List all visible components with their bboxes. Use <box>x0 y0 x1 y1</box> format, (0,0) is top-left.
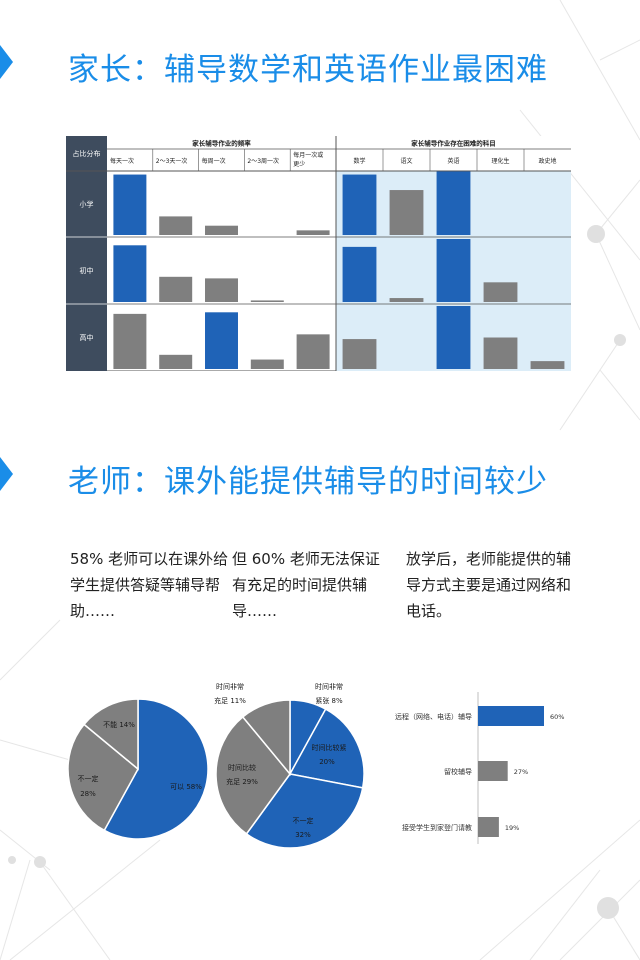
bar-初中-每天一次 <box>113 245 147 302</box>
bar-初中-语文 <box>389 298 424 302</box>
pie-slice-不一定 <box>67 723 139 832</box>
category-label: 2～3天一次 <box>156 157 188 165</box>
pie-label-pct-时间非常充足: 充足 11% <box>214 696 246 705</box>
frequency-panel-title: 家长辅导作业的频率 <box>192 139 251 148</box>
pie-label-时间比较充足: 时间比较 <box>228 763 256 772</box>
category-label: 理化生 <box>491 157 509 165</box>
pie-label-pct-时间比较充足: 充足 29% <box>226 777 258 786</box>
hbar-远程（网络、电话）辅导 <box>478 706 544 726</box>
category-label: 2～3周一次 <box>247 157 279 165</box>
tutoring-method-bar-chart: 远程（网络、电话）辅导 60% 留校辅导 27% 接受学生到家登门请教 19% <box>395 692 564 844</box>
pie-label-时间非常紧张: 时间非常 <box>315 682 343 691</box>
bar-高中-政史地 <box>530 361 565 369</box>
hbar-接受学生到家登门请教 <box>478 817 499 837</box>
category-label: 政史地 <box>538 157 556 165</box>
note-remote-tutoring: 放学后，老师能提供的辅导方式主要是通过网络和电话。 <box>406 550 572 620</box>
hbar-label-接受学生到家登门请教: 接受学生到家登门请教 <box>402 823 472 832</box>
bar-高中-2～3周一次 <box>250 359 284 369</box>
hbar-label-远程（网络、电话）辅导: 远程（网络、电话）辅导 <box>395 712 472 721</box>
category-label: 每月一次或 <box>293 151 323 159</box>
bar-高中-2～3天一次 <box>159 354 193 369</box>
pie-label-不一定: 不一定 <box>78 774 99 783</box>
row-label: 初中 <box>80 266 94 275</box>
row-label: 小学 <box>80 200 94 209</box>
pie-slice-时间比较充足 <box>215 715 291 835</box>
pie-label-时间比较紧: 时间比较紧 <box>312 743 347 752</box>
row-label: 高中 <box>80 333 94 342</box>
bar-小学-英语 <box>436 171 471 235</box>
hbar-label-留校辅导: 留校辅导 <box>444 767 472 776</box>
bar-高中-每天一次 <box>113 313 147 369</box>
pie-slice-时间比较紧 <box>288 708 365 789</box>
subject-panel-title: 家长辅导作业存在困难的科目 <box>411 139 496 148</box>
bar-小学-语文 <box>389 190 424 235</box>
pie-slice-可以 <box>103 698 209 840</box>
bar-初中-2～3天一次 <box>159 276 193 302</box>
pie-label-时间非常充足: 时间非常 <box>216 682 244 691</box>
pie-can-teachers-help: 可以 58% 不一定 28% 不能 14% <box>67 698 209 840</box>
pie-label-可以: 可以 58% <box>170 783 202 791</box>
note-teachers-can-help: 58% 老师可以在课外给学生提供答疑等辅导帮助…… <box>70 550 229 620</box>
subject-header-band <box>336 136 571 149</box>
bar-小学-2～3天一次 <box>159 216 193 235</box>
pie-label-pct-时间比较紧: 20% <box>319 758 335 766</box>
section2-arrow-icon <box>0 457 13 491</box>
pie-label-不一定: 不一定 <box>293 816 314 825</box>
section1-arrow-icon <box>0 45 13 79</box>
pie-slice-时间非常充足 <box>241 699 291 777</box>
pie-label-pct-不一定: 28% <box>80 790 96 798</box>
pie-label-不能: 不能 14% <box>103 720 135 729</box>
section2-title: 老师：课外能提供辅导的时间较少 <box>68 464 548 500</box>
row-header-column <box>66 136 107 371</box>
bar-高中-数学 <box>342 339 377 369</box>
bar-初中-理化生 <box>483 282 518 302</box>
bar-高中-理化生 <box>483 337 518 369</box>
frequency-header-band <box>107 136 336 149</box>
hbar-留校辅导 <box>478 761 508 781</box>
section1-title: 家长：辅导数学和英语作业最困难 <box>68 52 548 88</box>
bar-高中-英语 <box>436 306 471 369</box>
bar-小学-每月一次或更少 <box>296 230 330 235</box>
corner-label: 占比分布 <box>73 149 101 158</box>
hbar-value-接受学生到家登门请教: 19% <box>505 824 519 832</box>
bar-初中-数学 <box>342 246 377 302</box>
category-label: 每周一次 <box>202 157 226 165</box>
bar-初中-每周一次 <box>205 278 238 302</box>
pie-slice-不一定 <box>245 773 364 848</box>
category-label: 每天一次 <box>110 157 134 165</box>
category-label: 更少 <box>293 161 305 168</box>
parent-homework-chart: 占比分布 家长辅导作业的频率 家长辅导作业存在困难的科目 每天一次 2～3天一次 每… <box>66 136 571 371</box>
subject-category-band <box>336 149 571 171</box>
category-label: 英语 <box>447 157 459 165</box>
note-teachers-lack-time: 但 60% 老师无法保证有充足的时间提供辅导…… <box>232 550 380 620</box>
bar-小学-每周一次 <box>205 225 238 235</box>
bar-高中-每月一次或更少 <box>296 334 330 369</box>
bar-小学-每天一次 <box>113 174 147 235</box>
bar-初中-2～3周一次 <box>250 300 284 302</box>
category-label: 数学 <box>353 157 365 165</box>
bar-小学-数学 <box>342 174 377 235</box>
bar-高中-每周一次 <box>205 312 238 369</box>
hbar-value-远程（网络、电话）辅导: 60% <box>550 713 564 721</box>
pie-label-pct-不一定: 32% <box>295 831 311 839</box>
hbar-value-留校辅导: 27% <box>514 768 528 776</box>
bar-初中-英语 <box>436 239 471 302</box>
pie-slice-不能 <box>83 698 139 771</box>
category-label: 语文 <box>400 157 412 165</box>
pie-label-pct-时间非常紧张: 紧张 8% <box>315 696 343 705</box>
